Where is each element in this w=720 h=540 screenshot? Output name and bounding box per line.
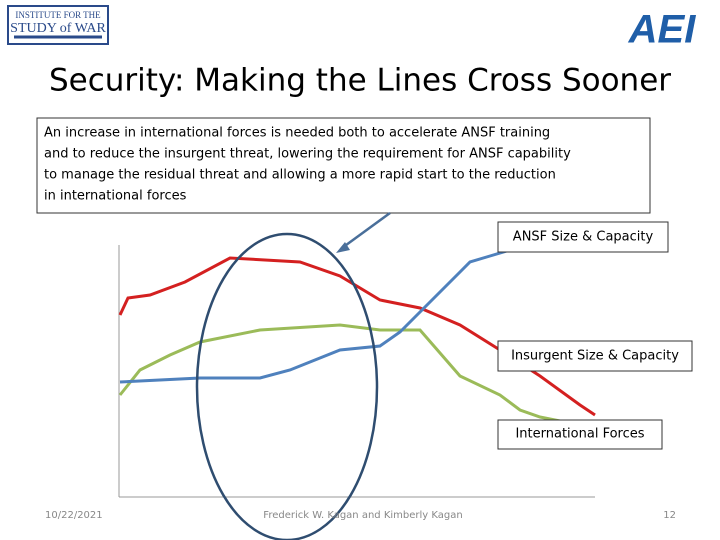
isw-line1: INSTITUTE FOR THE	[15, 10, 101, 20]
ansf-line	[119, 248, 511, 384]
aei-logo: AEI	[628, 8, 697, 52]
footer-page: 12	[663, 510, 676, 521]
footer-date: 10/22/2021	[45, 510, 103, 521]
callout-text: An increase in international forces is n…	[44, 126, 571, 204]
ansf-label: ANSF Size & Capacity	[513, 230, 654, 245]
callout-box	[36, 117, 651, 214]
arrow	[341, 211, 391, 250]
label-box	[497, 419, 663, 450]
insurgent-label: Insurgent Size & Capacity	[511, 349, 679, 364]
callout-line: and to reduce the insurgent threat, lowe…	[44, 147, 571, 162]
international-line	[118, 323, 581, 427]
label-box	[497, 221, 669, 253]
callout-line: to manage the residual threat and allowi…	[44, 168, 556, 183]
slide-title: Security: Making the Lines Cross Sooner	[49, 63, 671, 99]
international-label: International Forces	[515, 427, 644, 442]
highlight-ellipse	[195, 232, 379, 540]
footer-authors: Frederick W. Kagan and Kimberly Kagan	[263, 510, 462, 521]
arrow-head	[336, 242, 350, 253]
callout-line: in international forces	[44, 189, 187, 204]
insurgent-line	[118, 256, 596, 417]
isw-line2: STUDY of WAR	[10, 21, 106, 36]
callout-line: An increase in international forces is n…	[44, 126, 550, 141]
label-box	[497, 340, 693, 372]
